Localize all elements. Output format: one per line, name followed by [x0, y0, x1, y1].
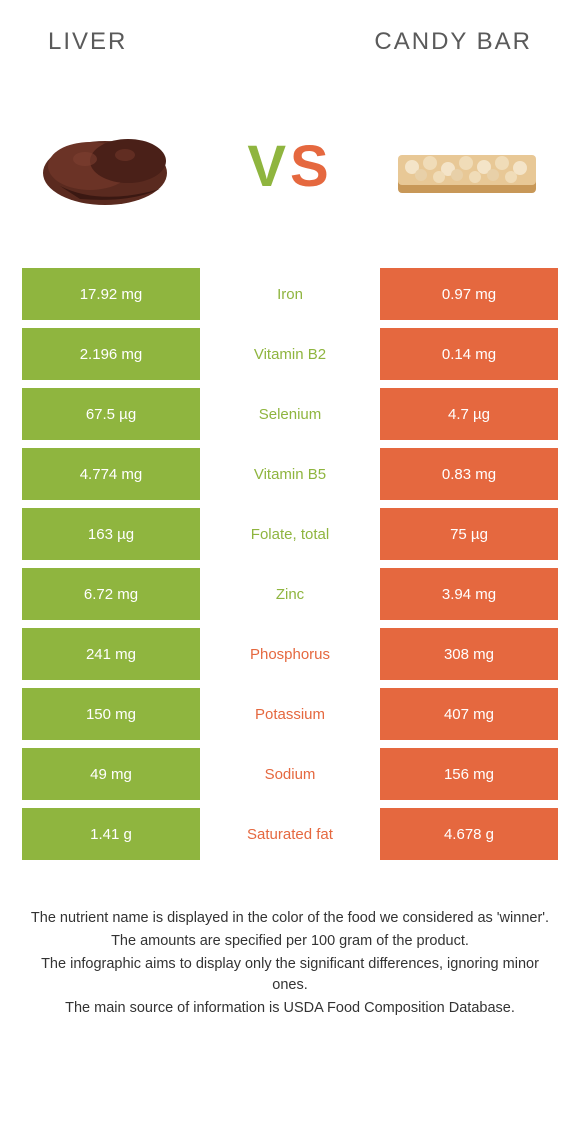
nutrient-label: Vitamin B2: [200, 328, 380, 380]
nutrient-row: 17.92 mgIron0.97 mg: [22, 268, 558, 320]
candybar-image: [380, 106, 550, 226]
footer-line-4: The main source of information is USDA F…: [28, 998, 552, 1019]
left-value: 2.196 mg: [22, 328, 200, 380]
liver-image: [30, 106, 200, 226]
title-right: CANDY BAR: [374, 28, 532, 56]
nutrient-row: 4.774 mgVitamin B50.83 mg: [22, 448, 558, 500]
left-value: 1.41 g: [22, 808, 200, 860]
right-value: 407 mg: [380, 688, 558, 740]
left-value: 163 µg: [22, 508, 200, 560]
footer-line-1: The nutrient name is displayed in the co…: [28, 908, 552, 929]
nutrient-label: Sodium: [200, 748, 380, 800]
right-value: 156 mg: [380, 748, 558, 800]
footer: The nutrient name is displayed in the co…: [0, 868, 580, 1019]
nutrient-label: Selenium: [200, 388, 380, 440]
left-value: 4.774 mg: [22, 448, 200, 500]
left-value: 241 mg: [22, 628, 200, 680]
right-value: 308 mg: [380, 628, 558, 680]
header: LIVER CANDY BAR: [0, 0, 580, 66]
nutrient-label: Folate, total: [200, 508, 380, 560]
nutrient-label: Phosphorus: [200, 628, 380, 680]
right-value: 4.7 µg: [380, 388, 558, 440]
vs-v: V: [247, 134, 290, 199]
right-value: 0.97 mg: [380, 268, 558, 320]
nutrient-label: Vitamin B5: [200, 448, 380, 500]
nutrient-row: 241 mgPhosphorus308 mg: [22, 628, 558, 680]
right-value: 0.14 mg: [380, 328, 558, 380]
right-value: 0.83 mg: [380, 448, 558, 500]
nutrient-row: 67.5 µgSelenium4.7 µg: [22, 388, 558, 440]
vs-label: VS: [247, 133, 332, 200]
right-value: 4.678 g: [380, 808, 558, 860]
footer-line-2: The amounts are specified per 100 gram o…: [28, 931, 552, 952]
nutrient-label: Iron: [200, 268, 380, 320]
title-left: LIVER: [48, 28, 127, 56]
nutrient-label: Zinc: [200, 568, 380, 620]
nutrient-label: Potassium: [200, 688, 380, 740]
nutrient-row: 6.72 mgZinc3.94 mg: [22, 568, 558, 620]
left-value: 17.92 mg: [22, 268, 200, 320]
right-value: 75 µg: [380, 508, 558, 560]
left-value: 67.5 µg: [22, 388, 200, 440]
left-value: 150 mg: [22, 688, 200, 740]
nutrient-label: Saturated fat: [200, 808, 380, 860]
footer-line-3: The infographic aims to display only the…: [28, 954, 552, 996]
nutrient-row: 1.41 gSaturated fat4.678 g: [22, 808, 558, 860]
left-value: 49 mg: [22, 748, 200, 800]
nutrient-row: 2.196 mgVitamin B20.14 mg: [22, 328, 558, 380]
vs-row: VS: [0, 66, 580, 256]
nutrient-row: 150 mgPotassium407 mg: [22, 688, 558, 740]
nutrient-row: 49 mgSodium156 mg: [22, 748, 558, 800]
right-value: 3.94 mg: [380, 568, 558, 620]
left-value: 6.72 mg: [22, 568, 200, 620]
nutrient-table: 17.92 mgIron0.97 mg 2.196 mgVitamin B20.1…: [0, 256, 580, 860]
nutrient-row: 163 µgFolate, total75 µg: [22, 508, 558, 560]
vs-s: S: [290, 134, 333, 199]
